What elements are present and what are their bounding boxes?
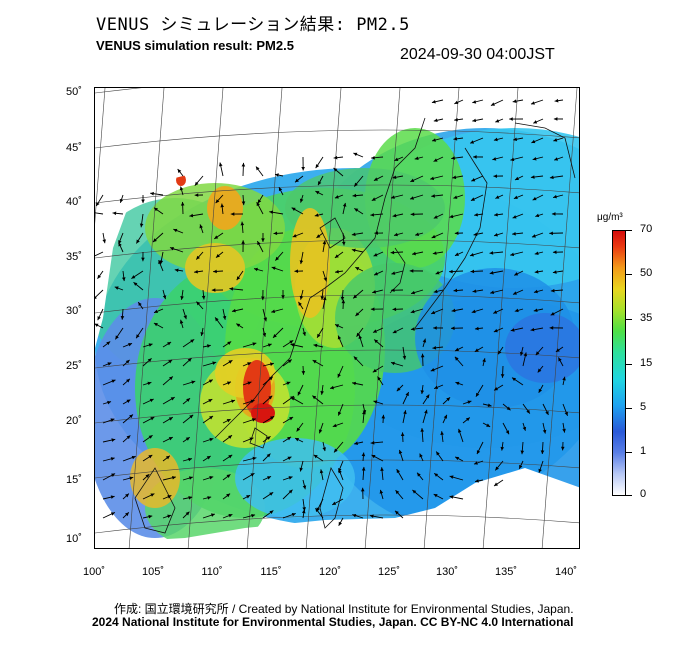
lon-label: 135˚ [494,566,518,578]
colorbar-tick-label: 5 [640,401,647,413]
lon-label: 125˚ [377,566,401,578]
timestamp: 2024-09-30 04:00JST [400,46,555,63]
lon-label: 130˚ [435,566,459,578]
lon-label: 140˚ [554,566,578,578]
colorbar-tick-label: 15 [640,357,653,369]
lon-label: 110˚ [201,566,223,578]
lat-label: 15˚ [66,474,82,486]
lat-label: 35˚ [66,251,82,263]
credit-line: 作成: 国立環境研究所 / Created by National Instit… [114,602,574,616]
pm25-map [95,88,579,548]
lat-label: 25˚ [66,360,82,372]
lon-label: 120˚ [318,566,342,578]
lat-label: 45˚ [66,142,82,154]
lat-label: 50˚ [66,86,82,98]
page-title-japanese: VENUS シミュレーション結果: PM2.5 [96,15,410,35]
page-title-english: VENUS simulation result: PM2.5 [96,38,294,53]
map-panel [94,87,580,549]
colorbar-tick-label: 1 [640,445,647,457]
lat-label: 30˚ [66,305,82,317]
colorbar-tick-label: 35 [640,312,653,324]
colorbar-tick-label: 0 [640,488,647,500]
lon-label: 115˚ [260,566,282,578]
lon-label: 105˚ [141,566,165,578]
colorbar-unit: μg/m³ [597,212,623,223]
lon-label: 100˚ [82,566,106,578]
colorbar-tick-label: 50 [640,267,653,279]
lat-label: 20˚ [66,415,82,427]
colorbar [612,230,626,496]
copyright-line: 2024 National Institute for Environmenta… [92,615,574,629]
colorbar-tick-label: 70 [640,223,653,235]
lat-label: 40˚ [66,196,82,208]
lat-label: 10˚ [66,533,82,545]
